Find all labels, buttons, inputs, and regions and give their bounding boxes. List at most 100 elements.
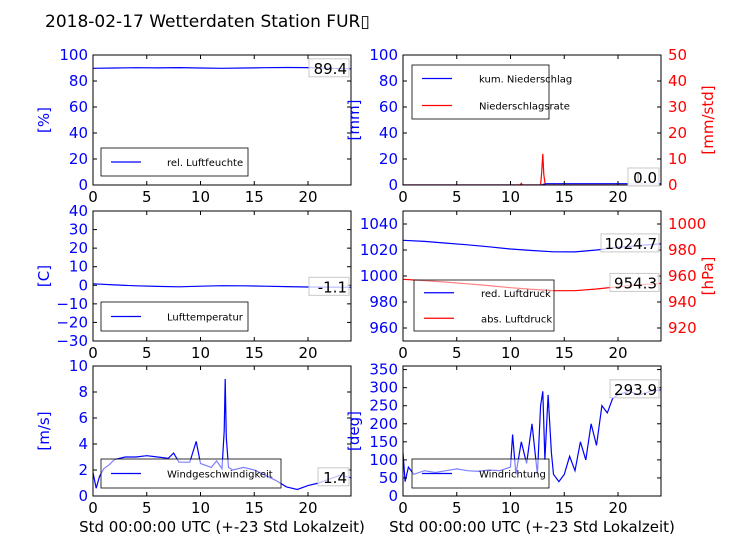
x-axis-label: Std 00:00:00 UTC (+-23 Std Lokalzeit) (389, 518, 675, 536)
legend: kum. Niederschlag Niederschlagsrate (411, 64, 572, 120)
plot-frame (92, 210, 352, 342)
y-tick-label: 1020 (360, 241, 398, 259)
y-tick-label: 60 (379, 98, 398, 116)
y-right-tick-label: 10 (668, 150, 687, 168)
y-tick-label: 300 (369, 379, 398, 397)
x-tick-label: 20 (298, 188, 317, 206)
x-tick-label: 15 (555, 188, 574, 206)
y-tick-label: 20 (69, 239, 88, 257)
y-tick-label: 80 (69, 72, 88, 90)
legend: Lufttemperatur (100, 301, 249, 332)
y-tick-label: 8 (78, 383, 88, 401)
panel-precipitation: 0 5 10 15 20 0 20 40 60 80 100 0 10 20 30 40 50 [mm] [mm/s… (345, 46, 717, 206)
y-tick-label: 2 (78, 461, 88, 479)
legend-label: red. Luftdruck (481, 289, 551, 300)
series-line-rel-luftfeuchte (93, 66, 351, 70)
figure-title: 2018-02-17 Wetterdaten Station FUR▯ (45, 12, 370, 32)
y-tick-label: 50 (379, 469, 398, 487)
x-tick-label: 15 (245, 344, 264, 362)
last-value-label: 1024.7 (605, 235, 658, 253)
y-axis-label: [deg] (345, 411, 363, 451)
y-right-axis-label: [hPa] (699, 257, 717, 296)
last-value-label-box (600, 233, 660, 253)
y-axis-label: [m/s] (35, 411, 53, 450)
x-tick-label: 10 (501, 499, 520, 517)
legend: Windgeschwindigkeit (100, 458, 282, 489)
legend-label: Lufttemperatur (167, 313, 244, 324)
last-value-label-box (308, 58, 350, 78)
legend-label: kum. Niederschlag (479, 75, 572, 86)
legend-box (413, 279, 555, 332)
x-tick-label: 0 (398, 499, 408, 517)
x-tick-label: 10 (501, 344, 520, 362)
x-tick-label: 0 (88, 499, 98, 517)
y-tick-label: 60 (69, 98, 88, 116)
panel-windspeed: 0 5 10 15 20 0 2 4 6 8 10 [m/s] Std 00:00:00 UTC (+-… (35, 357, 365, 536)
legend-label: Windrichtung (479, 470, 546, 481)
y-tick-label: 30 (69, 221, 88, 239)
y-tick-label: 100 (369, 451, 398, 469)
series-line-lufttemperatur (93, 283, 351, 288)
y-right-tick-label: 1000 (668, 215, 706, 233)
y-tick-label: 10 (69, 258, 88, 276)
plot-frame (92, 54, 352, 186)
x-tick-label: 15 (245, 499, 264, 517)
panel-temperature: 0 5 10 15 20−30−20−10010203040[C]-1.1Lufttem… (35, 202, 352, 362)
last-value-label-right-box (627, 167, 660, 187)
x-tick-label: 5 (142, 344, 152, 362)
legend: rel. Luftfeuchte (100, 147, 249, 177)
legend: Windrichtung (411, 458, 550, 489)
y-tick-label: 980 (369, 293, 398, 311)
y-tick-label: 10 (69, 357, 88, 375)
y-tick-label: 20 (379, 150, 398, 168)
y-axis-label: [%] (35, 107, 53, 133)
y-tick-label: −20 (56, 313, 88, 331)
legend-label: abs. Luftdruck (481, 314, 552, 325)
x-axis-label: Std 00:00:00 UTC (+-23 Std Lokalzeit) (79, 518, 365, 536)
y-tick-label: −10 (56, 295, 88, 313)
last-value-label-box (308, 276, 350, 296)
y-tick-label: 1040 (360, 215, 398, 233)
x-tick-label: 10 (191, 344, 210, 362)
x-tick-label: 0 (88, 188, 98, 206)
y-tick-label: 150 (369, 433, 398, 451)
y-tick-label: 6 (78, 409, 88, 427)
x-tick-label: 0 (398, 344, 408, 362)
y-axis-label: [C] (35, 265, 53, 287)
series-group (403, 153, 661, 185)
y-axis-label: [mm] (345, 100, 363, 141)
y-tick-label: 1000 (360, 267, 398, 285)
x-tick-label: 5 (142, 499, 152, 517)
series-line-niederschlagsrate (403, 153, 661, 185)
x-tick-label: 5 (452, 499, 462, 517)
y-tick-label: 960 (369, 319, 398, 337)
y-right-tick-label: 0 (668, 176, 678, 194)
y-tick-label: 250 (369, 397, 398, 415)
x-tick-label: 5 (452, 344, 462, 362)
legend-box (100, 147, 249, 177)
y-right-tick-label: 30 (668, 98, 687, 116)
y-right-tick-label: 980 (668, 241, 697, 259)
y-right-tick-label: 40 (668, 72, 687, 90)
x-tick-label: 20 (608, 344, 627, 362)
plot-frame (402, 54, 662, 186)
x-tick-label: 0 (398, 188, 408, 206)
y-tick-label: 0 (388, 176, 398, 194)
y-tick-label: 200 (369, 415, 398, 433)
y-right-tick-label: 920 (668, 319, 697, 337)
x-tick-label: 15 (555, 344, 574, 362)
last-value-label: 89.4 (314, 60, 347, 78)
y-tick-label: 40 (69, 202, 88, 220)
x-tick-label: 10 (501, 188, 520, 206)
x-tick-label: 5 (452, 188, 462, 206)
x-tick-label: 10 (191, 188, 210, 206)
y-right-tick-label: 20 (668, 124, 687, 142)
y-right-tick-label: 960 (668, 267, 697, 285)
series-group (93, 283, 351, 288)
last-value-label-right: 0.0 (633, 169, 657, 187)
panel-pressure: 0 5 10 15 20 960 980 1000 1020 1040 920 940 960 980 10… (360, 210, 717, 362)
legend-label: Windgeschwindigkeit (167, 470, 273, 481)
